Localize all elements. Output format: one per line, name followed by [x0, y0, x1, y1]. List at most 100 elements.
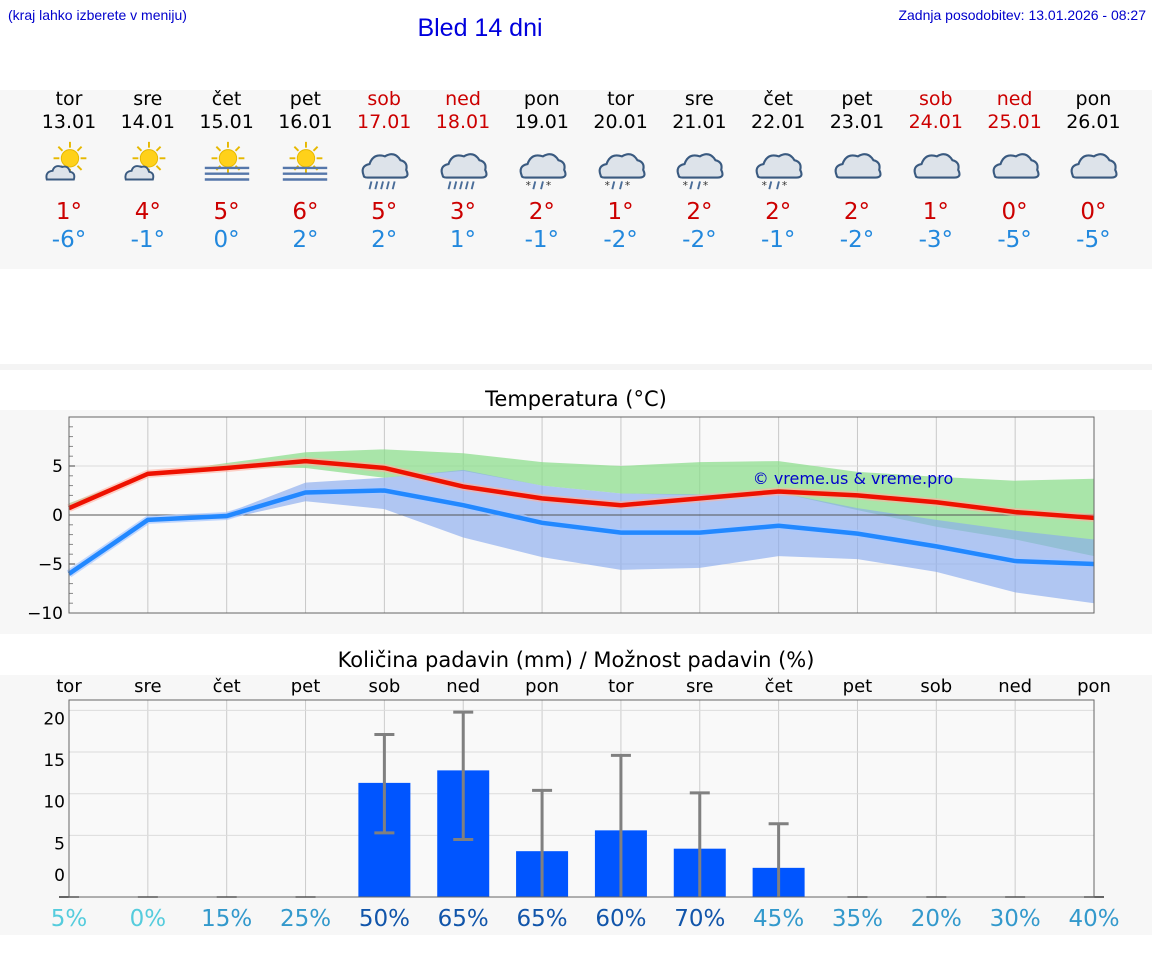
- min-temp-band: [69, 469, 1094, 604]
- temp-min: -1°: [524, 227, 560, 253]
- x-day-label: sre: [686, 676, 713, 697]
- day-name: pon: [523, 88, 560, 110]
- precip-chance-label: 45%: [753, 906, 804, 932]
- sun-fog-icon: [283, 141, 328, 181]
- y-tick-label: 0: [54, 866, 65, 886]
- forecast-day: tor 13.01 1° -6°: [30, 88, 108, 254]
- temp-max: 0°: [1080, 199, 1107, 225]
- svg-text:*: *: [703, 179, 708, 192]
- svg-text:*: *: [624, 179, 629, 192]
- forecast-day: sre 21.01 * * 2° -2°: [660, 88, 738, 254]
- temp-min: 2°: [371, 227, 398, 253]
- max-temp-line: [68, 458, 1095, 521]
- y-tick-label: 5: [52, 457, 63, 477]
- plot-frame: [68, 699, 1095, 898]
- forecast-day: pet 16.01 6° 2°: [266, 88, 344, 254]
- temp-max: 5°: [371, 199, 398, 225]
- precip-chance-label: 60%: [595, 906, 646, 932]
- temp-max: 3°: [449, 199, 477, 225]
- rain-cloud-icon: [361, 153, 409, 190]
- x-day-label: pon: [525, 676, 559, 697]
- forecast-day: čet 15.01 5° 0°: [188, 88, 266, 254]
- temp-min: -5°: [997, 227, 1032, 253]
- precip-chance-label: 65%: [517, 906, 568, 932]
- temp-min: 2°: [292, 227, 319, 253]
- temp-max: 2°: [843, 199, 871, 225]
- y-tick-label: 15: [43, 751, 65, 771]
- x-day-label: čet: [213, 676, 241, 697]
- sun-cloud-icon: [124, 141, 166, 181]
- temp-max: 2°: [765, 199, 792, 225]
- cloud-icon: [834, 153, 882, 179]
- forecast-day: pon 19.01 * * 2° -1°: [503, 88, 581, 254]
- day-date: 26.01: [1066, 111, 1121, 133]
- forecast-day: sre 14.01 4° -1°: [109, 88, 187, 254]
- sleet-cloud-icon: * *: [676, 153, 724, 192]
- forecast-day: sob 17.01 5° 2°: [345, 88, 423, 254]
- plot-frame: [68, 416, 1095, 614]
- temp-min: -1°: [130, 227, 166, 253]
- svg-text:*: *: [683, 179, 688, 192]
- day-name: pet: [289, 88, 321, 110]
- day-name: tor: [607, 88, 635, 110]
- day-name: čet: [211, 88, 242, 110]
- day-date: 23.01: [829, 111, 885, 133]
- day-date: 17.01: [356, 111, 412, 133]
- y-tick-label: 5: [54, 834, 65, 854]
- y-tick-label: 0: [52, 506, 63, 526]
- cloud-icon: [1070, 153, 1118, 179]
- forecast-day: pon 26.01 0° -5°: [1054, 88, 1132, 254]
- precip-chance-label: 65%: [438, 906, 489, 932]
- day-name: pet: [841, 88, 873, 110]
- day-name: pon: [1075, 88, 1112, 110]
- forecast-day: sob 24.01 1° -3°: [897, 88, 975, 254]
- x-day-label: pet: [291, 676, 321, 697]
- temp-max: 4°: [134, 199, 161, 225]
- temp-min: -2°: [839, 227, 875, 253]
- temp-min: -3°: [918, 227, 954, 253]
- temp-max: 1°: [922, 199, 949, 225]
- x-day-label: ned: [998, 676, 1032, 697]
- day-date: 25.01: [987, 111, 1042, 133]
- location-menu-hint[interactable]: (kraj lahko izberete v meniju): [8, 7, 187, 23]
- day-date: 24.01: [908, 111, 963, 133]
- rain-cloud-icon: [440, 153, 488, 190]
- y-tick-label: 10: [43, 793, 65, 813]
- x-day-label: čet: [765, 676, 793, 697]
- day-date: 14.01: [120, 111, 175, 133]
- x-day-label: pet: [843, 676, 873, 697]
- precipitation-chart: tor sre čet pet sob ned pon tor sre čet pet sob ned p…: [43, 676, 1119, 932]
- precip-chance-label: 25%: [280, 906, 331, 932]
- sleet-cloud-icon: * *: [598, 153, 646, 192]
- x-day-label: ned: [446, 676, 480, 697]
- cloud-icon: [913, 153, 961, 179]
- day-name: sob: [367, 88, 401, 110]
- temp-min: 0°: [213, 227, 240, 253]
- day-date: 20.01: [593, 111, 648, 133]
- divider: [0, 364, 1152, 370]
- temp-max: 5°: [213, 199, 240, 225]
- day-date: 18.01: [435, 111, 491, 133]
- last-updated: Zadnja posodobitev: 13.01.2026 - 08:27: [898, 7, 1146, 23]
- temp-chart-title: Temperatura (°C): [485, 387, 667, 411]
- precip-chance-label: 15%: [201, 906, 252, 932]
- temp-min: 1°: [449, 227, 477, 253]
- temp-min: -6°: [51, 227, 87, 253]
- precip-chance-label: 0%: [130, 906, 167, 932]
- day-date: 19.01: [514, 111, 569, 133]
- svg-text:*: *: [546, 179, 551, 192]
- x-day-label: tor: [56, 676, 82, 697]
- precip-chance-label: 30%: [990, 906, 1041, 932]
- precip-chance-label: 40%: [1068, 906, 1119, 932]
- temp-max: 1°: [607, 199, 634, 225]
- day-date: 16.01: [278, 111, 333, 133]
- watermark: © vreme.us & vreme.pro: [753, 469, 954, 488]
- forecast-day: ned 25.01 0° -5°: [976, 88, 1054, 254]
- x-day-label: pon: [1077, 676, 1111, 697]
- precip-chance-label: 35%: [832, 906, 883, 932]
- sun-cloud-icon: [45, 141, 87, 181]
- sleet-cloud-icon: * *: [755, 153, 803, 192]
- svg-text:*: *: [782, 179, 787, 192]
- day-name: tor: [55, 88, 83, 110]
- page-title: Bled 14 dni: [417, 14, 543, 42]
